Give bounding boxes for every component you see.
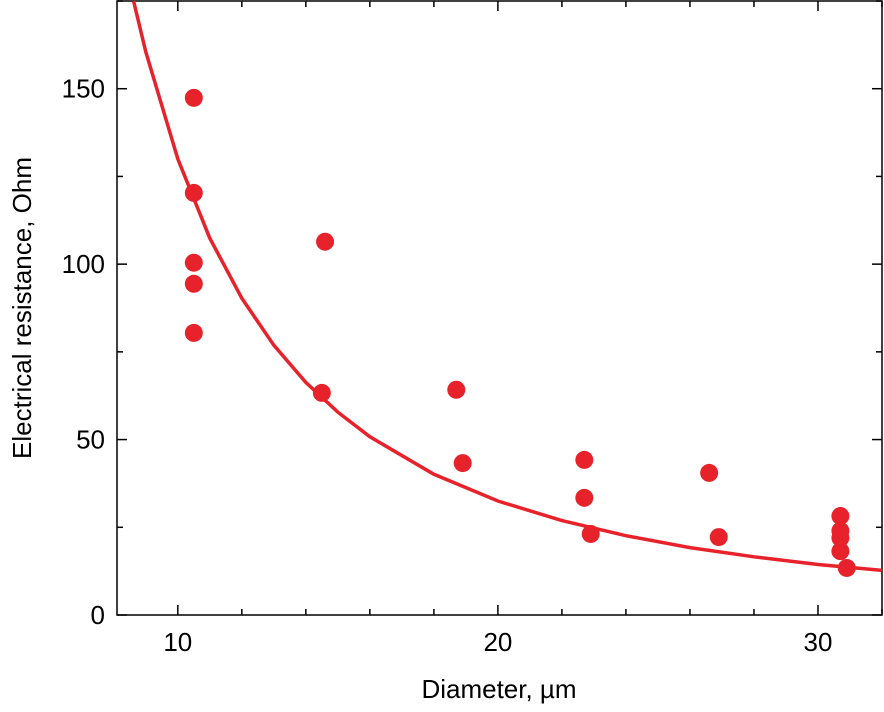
x-tick-label: 30 bbox=[804, 627, 833, 657]
data-point bbox=[709, 528, 728, 547]
x-tick-label: 10 bbox=[163, 627, 192, 657]
data-point bbox=[700, 463, 719, 482]
data-point bbox=[831, 528, 850, 547]
y-tick-label: 150 bbox=[62, 74, 105, 104]
data-point bbox=[184, 274, 203, 293]
data-point bbox=[184, 88, 203, 107]
data-point bbox=[575, 488, 594, 507]
x-tick-label: 20 bbox=[483, 627, 512, 657]
data-point bbox=[453, 454, 472, 473]
x-axis-title: Diameter, µm bbox=[421, 674, 576, 704]
data-point bbox=[312, 383, 331, 402]
plot-frame bbox=[116, 0, 883, 616]
data-point bbox=[831, 507, 850, 526]
y-tick-label: 50 bbox=[76, 425, 105, 455]
data-point bbox=[184, 253, 203, 272]
data-point bbox=[575, 450, 594, 469]
y-axis-title: Electrical resistance, Ohm bbox=[7, 157, 37, 459]
data-point bbox=[447, 380, 466, 399]
y-tick-label: 0 bbox=[91, 600, 105, 630]
y-tick-label: 100 bbox=[62, 249, 105, 279]
fit-curve bbox=[131, 0, 883, 573]
data-point bbox=[831, 542, 850, 561]
data-point bbox=[184, 323, 203, 342]
data-point bbox=[316, 232, 335, 251]
